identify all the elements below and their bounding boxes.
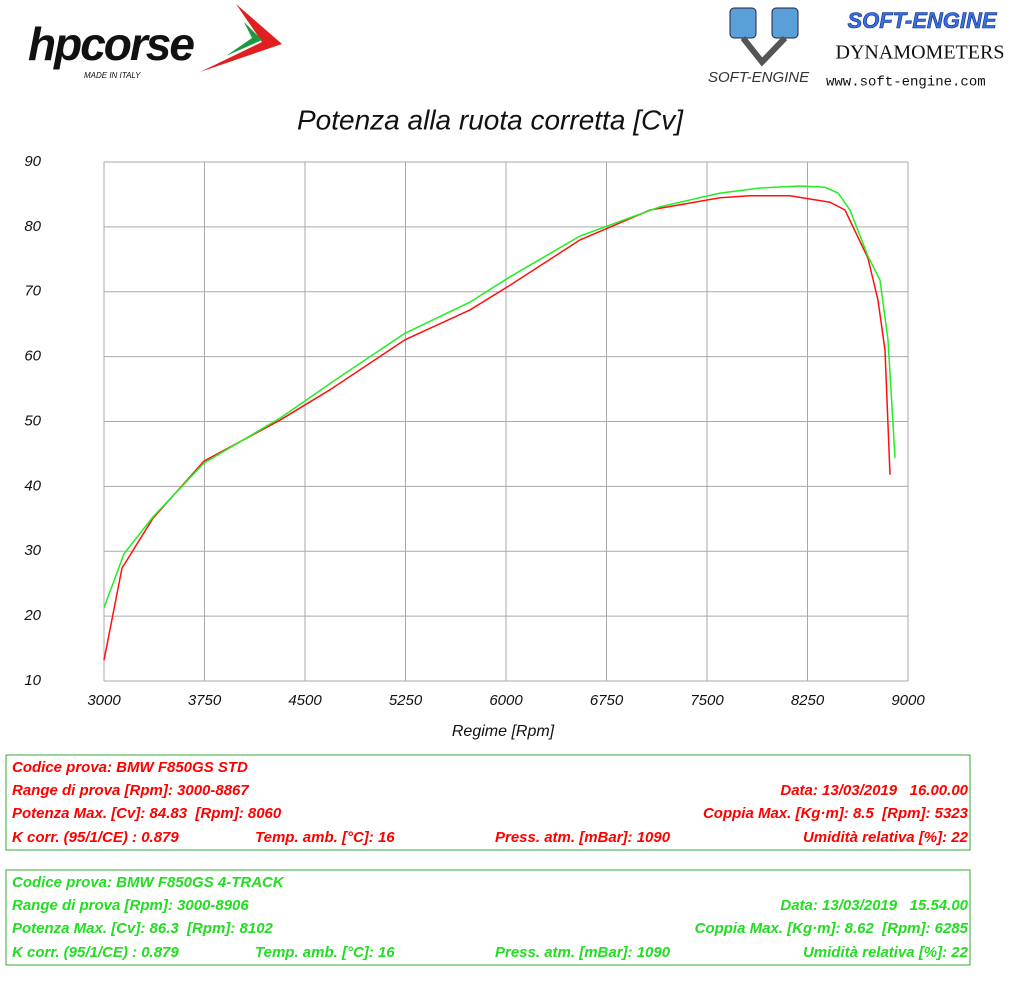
info-text: Data: 13/03/2019 16.00.00 <box>780 782 968 799</box>
x-tick-label: 4500 <box>288 692 322 709</box>
piston-icon <box>771 7 799 39</box>
info-text: K corr. (95/1/CE) : 0.879 <box>12 829 179 846</box>
info-text: Potenza Max. [Cv]: 86.3 [Rpm]: 8102 <box>12 920 274 937</box>
info-box <box>5 754 971 851</box>
x-tick-label: 3750 <box>188 692 222 709</box>
soft-engine-logo: SOFT-ENGINE DYNAMOMETERS SOFT-ENGINE www… <box>708 7 1005 91</box>
y-tick-label: 40 <box>24 477 41 494</box>
x-axis-label: Regime [Rpm] <box>452 723 555 740</box>
swoosh-red <box>200 4 282 72</box>
y-tick-label: 90 <box>24 153 41 170</box>
y-tick-label: 10 <box>24 672 41 689</box>
info-text: Umidità relativa [%]: 22 <box>803 829 969 846</box>
info-text: Umidità relativa [%]: 22 <box>803 944 969 961</box>
y-tick-label: 20 <box>23 607 41 624</box>
dyno-url: www.soft-engine.com <box>826 75 986 91</box>
grid: 10 20 30 40 50 60 70 80 90 3000 3750 4500 5250 6000 67… <box>23 153 925 709</box>
y-tick-label: 60 <box>24 348 41 365</box>
dyno-logo-text: SOFT-ENGINE <box>708 69 810 86</box>
x-tick-label: 6750 <box>590 692 624 709</box>
x-tick-label: 9000 <box>891 692 925 709</box>
power-line <box>103 185 896 608</box>
power-line <box>103 194 891 661</box>
info-box <box>5 869 971 966</box>
brand: hpcorse <box>28 18 194 70</box>
info-text: Coppia Max. [Kg·m]: 8.5 [Rpm]: 5323 <box>703 805 969 822</box>
info-panels: Codice prova: BMW F850GS STD Range di pro… <box>5 754 971 966</box>
info-text: Range di prova [Rpm]: 3000-8906 <box>12 897 249 914</box>
info-text: Data: 13/03/2019 15.54.00 <box>780 897 968 914</box>
info-text: Press. atm. [mBar]: 1090 <box>495 944 671 961</box>
y-tick-label: 80 <box>24 218 41 235</box>
x-tick-label: 6000 <box>489 692 523 709</box>
info-text: Potenza Max. [Cv]: 84.83 [Rpm]: 8060 <box>12 805 282 822</box>
y-tick-label: 30 <box>24 542 41 559</box>
lines <box>103 185 896 661</box>
dyno-brand: SOFT-ENGINE <box>847 8 997 33</box>
info-text: K corr. (95/1/CE) : 0.879 <box>12 944 179 961</box>
x-tick-label: 7500 <box>690 692 724 709</box>
x-tick-label: 5250 <box>389 692 423 709</box>
info-text: Codice prova: BMW F850GS 4-TRACK <box>12 874 285 891</box>
chart-title: Potenza alla ruota corretta [Cv] <box>297 104 684 135</box>
info-text: Temp. amb. [°C]: 16 <box>255 829 395 846</box>
conrod-icon <box>740 35 788 67</box>
info-text: Temp. amb. [°C]: 16 <box>255 944 395 961</box>
swoosh-green <box>226 22 262 56</box>
dyno-subtitle: DYNAMOMETERS <box>836 42 1005 64</box>
y-tick-label: 50 <box>24 412 41 429</box>
x-tick-label: 3000 <box>87 692 121 709</box>
info-text: Coppia Max. [Kg·m]: 8.62 [Rpm]: 6285 <box>695 920 969 937</box>
x-tick-label: 8250 <box>791 692 825 709</box>
hpcorse-logo: hpcorse MADE IN ITALY <box>28 4 282 80</box>
info-text: Press. atm. [mBar]: 1090 <box>495 829 671 846</box>
info-text: Range di prova [Rpm]: 3000-8867 <box>12 782 249 799</box>
piston-icon <box>729 7 757 39</box>
info-text: Codice prova: BMW F850GS STD <box>12 759 248 776</box>
brand-tagline: MADE IN ITALY <box>84 71 141 80</box>
y-tick-label: 70 <box>24 283 41 300</box>
